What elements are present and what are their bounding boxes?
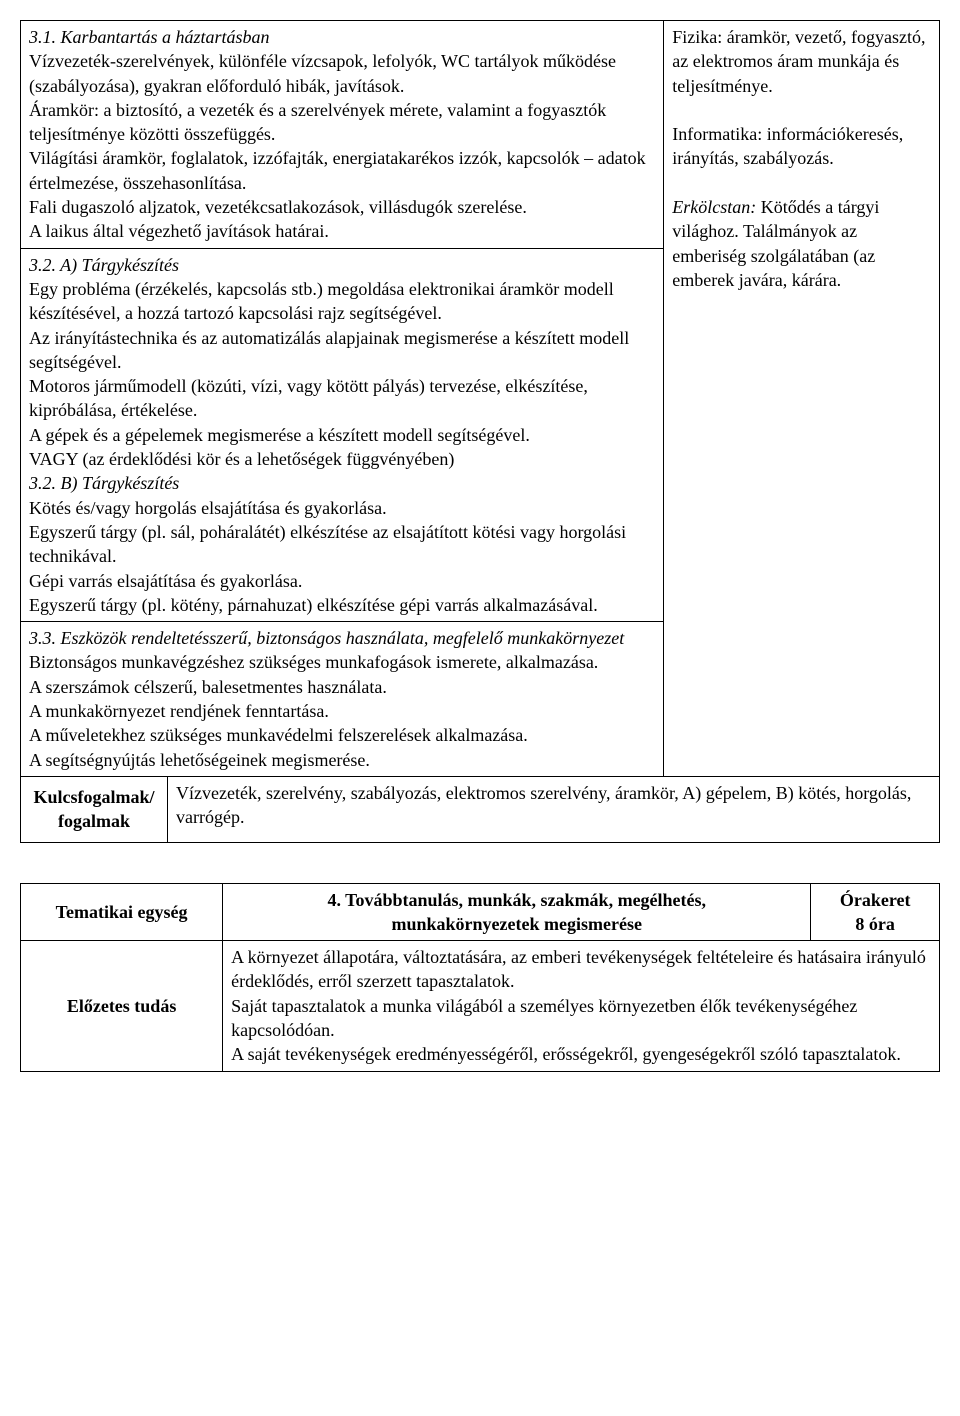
p-3-1-2: Áramkör: a biztosító, a vezeték és a sze… [29,98,655,147]
p-3-2-1: Egy probléma (érzékelés, kapcsolás stb.)… [29,277,655,326]
p-3-1-1: Vízvezeték-szerelvények, különféle vízcs… [29,49,655,98]
orakeret-l1: Órakeret [840,890,911,910]
orakeret-l2: 8 óra [855,914,895,934]
p-3-3-3: A munkakörnyezet rendjének fenntartása. [29,699,655,723]
section-3-2b-title: 3.2. B) Tárgykészítés [29,471,655,495]
section-3-3-title: 3.3. Eszközök rendeltetésszerű, biztonsá… [29,626,655,650]
p-3-2-8: Gépi varrás elsajátítása és gyakorlása. [29,569,655,593]
p-3-3-5: A segítségnyújtás lehetőségeinek megisme… [29,748,655,772]
section-3-2a-title: 3.2. A) Tárgykészítés [29,253,655,277]
cell-3-2: 3.2. A) Tárgykészítés Egy probléma (érzé… [21,248,664,621]
p-3-2-7: Egyszerű tárgy (pl. sál, poháralátét) el… [29,520,655,569]
p-elozetes-3: A saját tevékenységek eredményességéről,… [231,1042,931,1066]
cell-tematikai-label: Tematikai egység [21,883,223,941]
cell-kulcs-label: Kulcsfogalmak/ fogalmak [21,776,168,842]
p-3-3-1: Biztonságos munkavégzéshez szükséges mun… [29,650,655,674]
p-right-3: Erkölcstan: Kötődés a tárgyi világhoz. T… [672,195,931,292]
p-3-2-6: Kötés és/vagy horgolás elsajátítása és g… [29,496,655,520]
cell-tematikai-title: 4. Továbbtanulás, munkák, szakmák, megél… [223,883,811,941]
kulcs-content: Vízvezeték, szerelvény, szabályozás, ele… [176,781,931,830]
p-3-1-5: A laikus által végezhető javítások határ… [29,219,655,243]
p-3-2-5: VAGY (az érdeklődési kör és a lehetősége… [29,447,655,471]
section-3-1-title: 3.1. Karbantartás a háztartásban [29,25,655,49]
p-right-2: Informatika: információkeresés, irányítá… [672,122,931,171]
tematikai-title-l2: munkakörnyezetek megismerése [392,914,642,934]
row-tematikai: Tematikai egység 4. Továbbtanulás, munká… [21,883,940,941]
p-3-3-2: A szerszámok célszerű, balesetmentes has… [29,675,655,699]
cell-3-1-left: 3.1. Karbantartás a háztartásban Vízveze… [21,21,664,249]
table-gap [20,843,940,883]
tematikai-title-l1: 4. Továbbtanulás, munkák, szakmák, megél… [327,890,706,910]
cell-elozetes-label: Előzetes tudás [21,941,223,1071]
kulcs-label-l2: fogalmak [58,811,130,831]
p-3-3-4: A műveletekhez szükséges munkavédelmi fe… [29,723,655,747]
p-3-1-3: Világítási áramkör, foglalatok, izzófajt… [29,146,655,195]
content-table-2: Tematikai egység 4. Továbbtanulás, munká… [20,883,940,1072]
p-3-2-3: Motoros járműmodell (közúti, vízi, vagy … [29,374,655,423]
cell-orakeret: Órakeret 8 óra [811,883,940,941]
cell-right-links: Fizika: áramkör, vezető, fogyasztó, az e… [664,21,940,777]
cell-elozetes-content: A környezet állapotára, változtatására, … [223,941,940,1071]
p-3-2-4: A gépek és a gépelemek megismerése a kés… [29,423,655,447]
p-3-2-9: Egyszerű tárgy (pl. kötény, párnahuzat) … [29,593,655,617]
p-elozetes-1: A környezet állapotára, változtatására, … [231,945,931,994]
erkolcstan-label: Erkölcstan: [672,197,756,217]
p-right-1: Fizika: áramkör, vezető, fogyasztó, az e… [672,25,931,98]
p-3-2-2: Az irányítástechnika és az automatizálás… [29,326,655,375]
row-3-1: 3.1. Karbantartás a háztartásban Vízveze… [21,21,940,249]
cell-kulcs-content: Vízvezeték, szerelvény, szabályozás, ele… [168,776,940,842]
kulcs-label-l1: Kulcsfogalmak/ [34,787,155,807]
row-elozetes: Előzetes tudás A környezet állapotára, v… [21,941,940,1071]
row-kulcsfogalmak: Kulcsfogalmak/ fogalmak Vízvezeték, szer… [21,776,940,842]
p-elozetes-2: Saját tapasztalatok a munka világából a … [231,994,931,1043]
cell-3-3: 3.3. Eszközök rendeltetésszerű, biztonsá… [21,622,664,777]
content-table-1: 3.1. Karbantartás a háztartásban Vízveze… [20,20,940,843]
p-3-1-4: Fali dugaszoló aljzatok, vezetékcsatlako… [29,195,655,219]
